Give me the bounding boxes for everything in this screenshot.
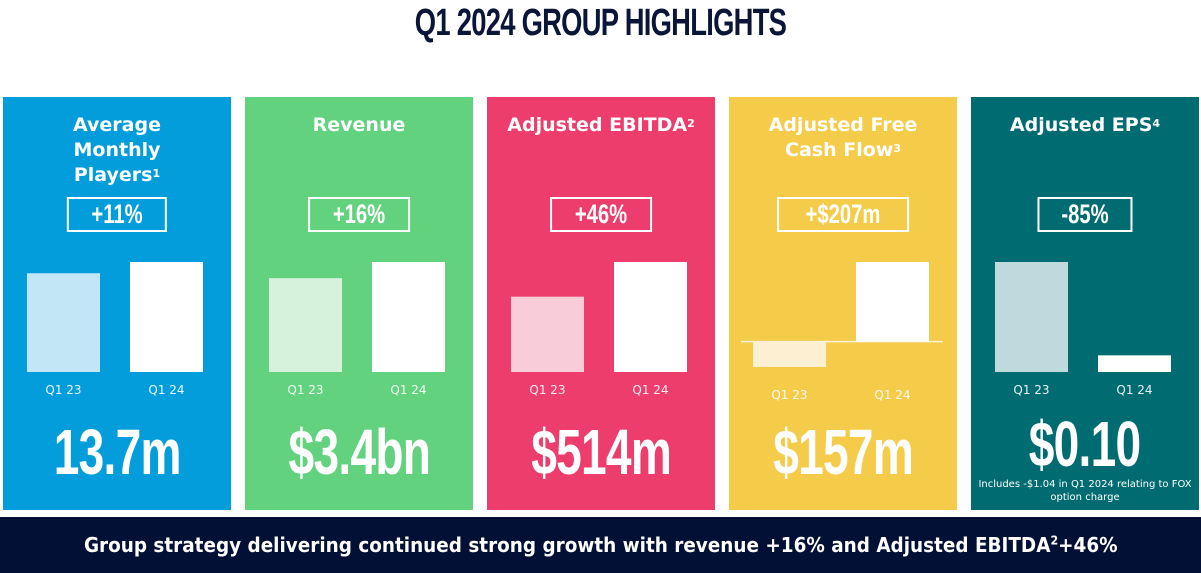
category-label: Q1 23 (287, 383, 323, 397)
page-title: Q1 2024 GROUP HIGHLIGHTS (414, 2, 787, 44)
bar-q1-24 (614, 262, 687, 372)
kpi-card-adjusted-ebitda: Adjusted EBITDA2 +46% Q1 23 Q1 24 $514m (487, 97, 715, 510)
change-value: +46% (574, 199, 628, 229)
category-label: Q1 24 (390, 383, 426, 397)
summary-banner: Group strategy delivering continued stro… (0, 517, 1201, 573)
change-value: -85% (1061, 199, 1109, 229)
category-label: Q1 23 (529, 383, 565, 397)
bar-chart: Q1 23 Q1 24 (27, 262, 203, 397)
headline-value: $157m (729, 415, 957, 489)
bar-chart: Q1 23 Q1 24 (741, 262, 943, 402)
category-label: Q1 24 (632, 383, 668, 397)
headline-value-text: $3.4bn (288, 416, 430, 488)
category-label: Q1 24 (148, 383, 184, 397)
card-title-text: Revenue (312, 114, 406, 136)
change-badge: -85% (1037, 197, 1133, 232)
kpi-card-revenue: Revenue +16% Q1 23 Q1 24 $3.4bn (245, 97, 473, 510)
bar-q1-24 (372, 262, 445, 372)
card-title: Adjusted EBITDA2 (487, 113, 715, 138)
card-title: Adjusted Free Cash Flow3 (729, 113, 957, 163)
bar-q1-23 (511, 296, 584, 372)
kpi-card-adjusted-free-cash-flow: Adjusted Free Cash Flow3 +$207m Q1 23 Q1 24… (729, 97, 957, 510)
change-badge: +16% (308, 197, 410, 232)
bar-chart: Q1 23 Q1 24 (511, 262, 687, 397)
headline-value-text: $157m (773, 416, 914, 488)
card-title: Adjusted EPS4 (971, 113, 1199, 138)
card-title-text: Adjusted EPS (1009, 114, 1153, 136)
change-value: +16% (332, 199, 386, 229)
summary-text: Group strategy delivering continued stro… (84, 533, 1118, 557)
bar-q1-23 (269, 278, 342, 372)
headline-value-text: $514m (531, 416, 672, 488)
bar-q1-24 (1098, 355, 1171, 372)
bar-chart: Q1 23 Q1 24 (995, 262, 1171, 397)
bar-q1-23 (995, 262, 1068, 372)
change-value: +$207m (805, 199, 881, 229)
card-title: Average Monthly Players1 (3, 113, 231, 188)
summary-footnote: 2 (1050, 533, 1058, 548)
card-title-footnote: 4 (1152, 117, 1161, 130)
bar-q1-24 (856, 262, 929, 342)
headline-value: $0.10 (971, 407, 1199, 481)
category-label: Q1 24 (1116, 383, 1152, 397)
bar-q1-23 (27, 273, 100, 372)
bar-q1-23 (753, 341, 826, 367)
kpi-card-average-monthly-players: Average Monthly Players1 +11% Q1 23 Q1 24 13… (3, 97, 231, 510)
kpi-card-adjusted-eps: Adjusted EPS4 -85% Q1 23 Q1 24 $0.10 Includes… (971, 97, 1199, 510)
card-title-footnote: 2 (687, 117, 695, 130)
bar-q1-24 (130, 262, 203, 372)
summary-text-tail: +46% (1057, 533, 1118, 557)
category-label: Q1 24 (874, 388, 910, 402)
change-value: +11% (91, 199, 143, 229)
headline-value-text: $0.10 (1029, 408, 1141, 480)
headline-value: $514m (487, 415, 715, 489)
bar-chart: Q1 23 Q1 24 (269, 262, 445, 397)
card-title-text: Adjusted Free Cash Flow (768, 114, 918, 161)
category-label: Q1 23 (1013, 383, 1049, 397)
card-title-footnote: 3 (893, 142, 901, 155)
card-title: Revenue (245, 113, 473, 138)
headline-value-text: 13.7m (53, 416, 181, 488)
card-note: Includes -$1.04 in Q1 2024 relating to F… (978, 479, 1192, 503)
card-title-footnote: 1 (152, 167, 161, 180)
category-label: Q1 23 (45, 383, 81, 397)
summary-text-main: Group strategy delivering continued stro… (83, 533, 1051, 557)
change-badge: +$207m (777, 197, 909, 232)
headline-value: $3.4bn (245, 415, 473, 489)
card-title-text: Average Monthly Players (73, 114, 161, 186)
change-badge: +46% (550, 197, 652, 232)
headline-value: 13.7m (3, 415, 231, 489)
card-title-text: Adjusted EBITDA (507, 114, 688, 136)
change-badge: +11% (66, 197, 168, 232)
category-label: Q1 23 (771, 388, 807, 402)
